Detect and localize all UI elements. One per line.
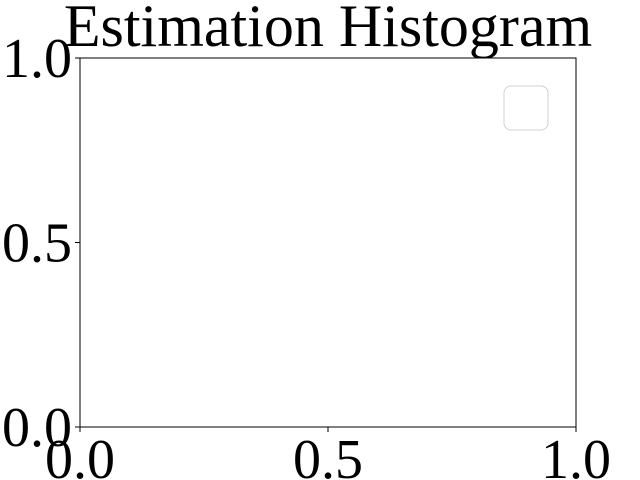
plot-area: 0.0 0.5 1.0 0.0 0.5 1.0 [2,28,611,480]
chart-title: Estimation Histogram [64,0,592,59]
y-tick-label: 0.5 [2,213,72,275]
axes-frame [79,57,577,428]
y-axis-ticks: 0.0 0.5 1.0 [2,28,80,459]
x-tick-label: 0.0 [45,429,115,480]
legend-box [503,85,549,131]
y-tick-label: 1.0 [2,28,72,90]
x-tick-label: 1.0 [541,429,611,480]
y-tick-label: 0.0 [2,397,72,459]
x-axis-ticks: 0.0 0.5 1.0 [45,427,611,480]
x-tick-label: 0.5 [293,429,363,480]
